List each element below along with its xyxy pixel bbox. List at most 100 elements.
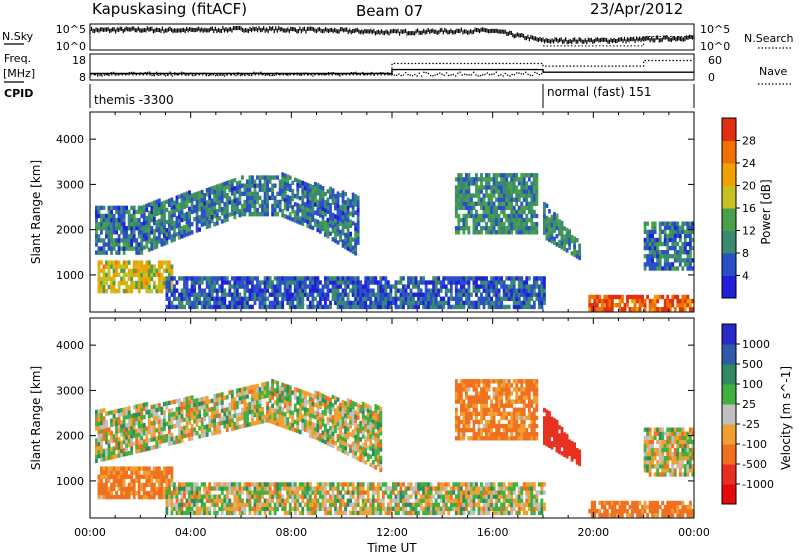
echo-cell (235, 288, 239, 293)
echo-cell (188, 296, 191, 301)
frequency-sample-dot (486, 72, 488, 74)
echo-cell (392, 300, 395, 306)
echo-cell (168, 441, 171, 446)
echo-cell (532, 226, 536, 231)
echo-cell (220, 198, 224, 204)
echo-cell (273, 183, 277, 188)
echo-cell (115, 437, 118, 443)
frequency-sample-dot (527, 73, 529, 76)
echo-cell (125, 246, 129, 251)
echo-cell (220, 284, 224, 289)
echo-cell (482, 217, 486, 223)
echo-cell (258, 391, 262, 396)
echo-cell (137, 470, 141, 475)
echo-cell (147, 470, 151, 475)
echo-cell (308, 220, 312, 225)
echo-cell (331, 423, 335, 428)
echo-cell (646, 254, 649, 259)
echo-cell (492, 276, 496, 281)
echo-cell (361, 405, 365, 411)
echo-cell (485, 189, 488, 194)
echo-cell (648, 229, 652, 235)
echo-cell (152, 432, 156, 438)
echo-cell (223, 181, 227, 187)
echo-cell (130, 482, 134, 488)
echo-cell (404, 284, 408, 289)
echo-cell (326, 404, 330, 409)
echo-cell (472, 288, 476, 293)
echo-cell (95, 418, 98, 423)
echo-cell (180, 201, 184, 206)
echo-cell (658, 266, 662, 271)
echo-cell (472, 213, 476, 219)
echo-cell (147, 231, 151, 236)
echo-cell (394, 280, 398, 285)
echo-cell (490, 185, 493, 190)
echo-cell (190, 427, 194, 433)
echo-cell (487, 296, 491, 301)
echo-cell (266, 393, 269, 398)
echo-cell (344, 232, 347, 238)
echo-cell (157, 202, 161, 207)
echo-cell (371, 451, 375, 457)
echo-cell (233, 194, 237, 199)
echo-cell (190, 395, 194, 400)
echo-cell (137, 205, 141, 211)
echo-cell (273, 400, 277, 405)
echo-cell (100, 412, 103, 418)
echo-cell (205, 192, 209, 197)
echo-cell (165, 296, 169, 301)
echo-cell (263, 195, 267, 201)
frequency-sample-dot (164, 75, 167, 77)
echo-cell (178, 222, 181, 228)
echo-cell (532, 221, 536, 227)
echo-cell (97, 445, 101, 451)
echo-cell (155, 428, 159, 433)
echo-cell (351, 300, 355, 306)
echo-cell (281, 188, 285, 193)
echo-cell (683, 245, 687, 251)
echo-cell (308, 183, 312, 189)
echo-cell (137, 260, 141, 265)
frequency-sample-dot (319, 73, 321, 76)
echo-cell (376, 442, 380, 447)
echo-cell (241, 191, 244, 197)
echo-cell (147, 438, 151, 443)
echo-cell (472, 181, 476, 186)
echo-cell (467, 201, 471, 206)
echo-cell (311, 393, 315, 398)
echo-cell (230, 199, 234, 204)
echo-cell (228, 390, 232, 395)
echo-cell (507, 197, 511, 202)
echo-cell (253, 292, 257, 297)
echo-cell (648, 245, 652, 251)
echo-cell (130, 276, 134, 282)
frequency-sample-dot (115, 74, 117, 76)
echo-cell (311, 434, 315, 439)
echo-cell (568, 237, 571, 242)
echo-cell (351, 196, 355, 202)
echo-cell (341, 292, 345, 297)
echo-cell (155, 199, 159, 204)
echo-cell (233, 280, 237, 285)
frequency-sample-dot (355, 71, 357, 74)
echo-cell (203, 213, 207, 218)
echo-cell (661, 221, 665, 226)
echo-cell (663, 229, 667, 235)
echo-cell (198, 434, 202, 439)
echo-cell (203, 201, 207, 206)
echo-cell (298, 417, 302, 422)
echo-cell (349, 280, 353, 285)
echo-cell (198, 219, 202, 224)
echo-cell (364, 443, 368, 449)
echo-cell (688, 221, 692, 226)
frequency-sample-dot (232, 72, 235, 75)
echo-cell (656, 307, 660, 312)
echo-cell (329, 207, 332, 212)
echo-cell (125, 260, 129, 265)
echo-cell (168, 433, 171, 438)
echo-cell (261, 419, 264, 424)
echo-cell (281, 382, 285, 388)
echo-cell (462, 181, 466, 186)
echo-cell (268, 406, 272, 412)
